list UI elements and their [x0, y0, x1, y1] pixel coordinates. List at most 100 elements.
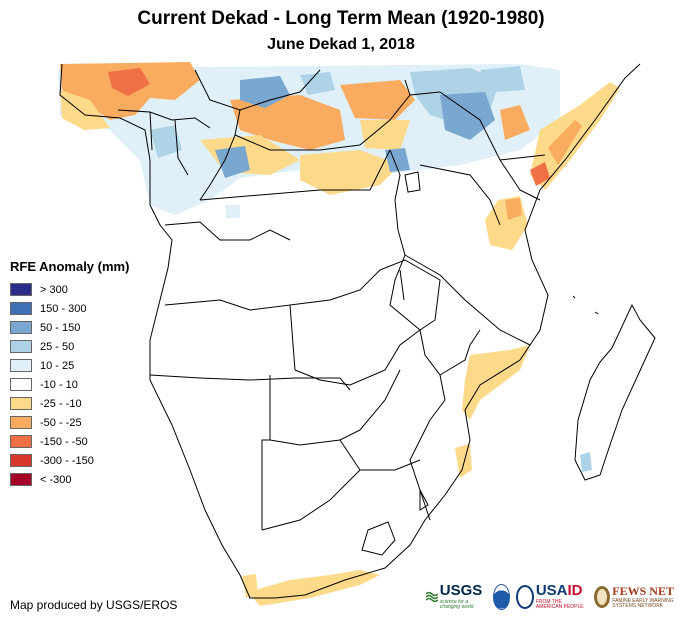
lake-victoria [404, 171, 421, 193]
country-borders [59, 63, 656, 599]
legend-swatch [10, 378, 32, 391]
fews-logo: FEWS NET FAMINE EARLY WARNING SYSTEMS NE… [594, 585, 682, 609]
fews-name: FEWS NET [612, 583, 674, 598]
anomaly-patch-yellow-west [60, 90, 110, 130]
border-angola-namibia [149, 374, 296, 381]
legend-label: 50 - 150 [40, 321, 81, 334]
anomaly-patch-blue-madagascar [580, 452, 592, 472]
anomaly-patch-yellow-mozambique [462, 345, 530, 420]
madagascar-outline [574, 303, 656, 481]
border-kenya [419, 164, 501, 226]
legend-swatch [10, 397, 32, 410]
usgs-wave-icon [426, 591, 438, 602]
usgs-name: USGS [439, 582, 483, 599]
legend-swatch [10, 321, 32, 334]
legend-item: 10 - 25 [10, 356, 129, 375]
anomaly-patch-yellow-mozambique-south [455, 444, 472, 478]
legend-swatch [10, 473, 32, 486]
border-west-1 [117, 109, 211, 129]
border-tanzania [404, 254, 531, 346]
border-drc-east [389, 199, 421, 331]
anomaly-patch-blue-6 [150, 125, 182, 158]
africa-coastline [59, 63, 641, 599]
border-malawi [419, 329, 446, 421]
legend-swatch [10, 340, 32, 353]
anomaly-patch-blue-4 [215, 146, 250, 178]
anomaly-patch-light-blue-south [225, 205, 240, 218]
legend-label: < -300 [40, 473, 72, 486]
fews-tagline: FAMINE EARLY WARNING SYSTEMS NETWORK [612, 597, 674, 609]
legend-item: 150 - 300 [10, 299, 129, 318]
legend-label: 150 - 300 [40, 302, 87, 315]
border-namibia-botswana [261, 375, 271, 530]
anomaly-patch-blue-7 [480, 66, 525, 92]
anomaly-patch-blue-1 [240, 76, 290, 108]
usgs-tagline: science for a changing world [439, 599, 474, 610]
logo-strip: USGS science for a changing world USAID … [426, 583, 682, 610]
border-congo [164, 221, 291, 241]
border-angola-drc [164, 299, 296, 371]
anomaly-patch-orange-ethiopia [500, 105, 530, 140]
map-title: Current Dekad - Long Term Mean (1920-198… [137, 8, 545, 29]
border-west-2 [149, 111, 153, 151]
border-uganda [389, 149, 401, 201]
border-zimbabwe [339, 439, 421, 471]
legend-title: RFE Anomaly (mm) [10, 259, 130, 274]
legend-item: -10 - 10 [10, 375, 129, 394]
legend-swatch [10, 435, 32, 448]
island-1 [572, 295, 576, 299]
legend-label: 25 - 50 [40, 340, 75, 353]
anomaly-patch-orange-somalia [548, 120, 582, 165]
border-botswana [269, 369, 401, 446]
anomaly-patches [58, 62, 620, 606]
legend-label: -10 - 10 [40, 378, 78, 391]
lake-tanganyika [399, 269, 405, 301]
legend-swatch [10, 302, 32, 315]
fews-globe-icon [594, 585, 611, 608]
legend-label: 10 - 25 [40, 359, 75, 372]
anomaly-patch-orange-kenya-coast [505, 198, 522, 220]
legend-swatch [10, 416, 32, 429]
usaid-logo: USAID FROM THE AMERICAN PEOPLE [515, 582, 589, 610]
legend-item: -300 - -150 [10, 451, 129, 470]
legend-label: > 300 [40, 283, 68, 296]
noaa-logo-icon [492, 583, 510, 610]
anomaly-patch-yellow-chad [300, 150, 400, 195]
legend-label: -300 - -150 [40, 454, 94, 467]
usaid-name-b: ID [567, 582, 583, 599]
anomaly-patch-blue-5 [300, 72, 335, 95]
anomaly-patch-yellow-cape-west [242, 574, 258, 598]
map-subtitle: June Dekad 1, 2018 [267, 36, 415, 53]
legend-swatch [10, 283, 32, 296]
legend-item: -25 - -10 [10, 394, 129, 413]
border-car [234, 134, 361, 151]
border-sudan-ethiopia [404, 79, 411, 96]
legend-item: > 300 [10, 280, 129, 299]
legend-label: -25 - -10 [40, 397, 82, 410]
border-west-3 [174, 119, 189, 176]
anomaly-patch-red-west [108, 68, 150, 96]
credit-text: Map produced by USGS/EROS [10, 598, 178, 612]
anomaly-patch-orange-sudan [340, 80, 415, 120]
legend-item: -150 - -50 [10, 432, 129, 451]
border-drc-north [199, 149, 391, 201]
legend-item: 50 - 150 [10, 318, 129, 337]
usgs-logo: USGS science for a changing world [426, 583, 487, 610]
legend-rows: > 300 150 - 300 50 - 150 25 - 50 10 - 25 -10 … [10, 280, 129, 489]
anomaly-patch-red-somalia [530, 162, 550, 186]
border-mozambique [409, 329, 481, 521]
border-south-sudan [359, 91, 441, 146]
border-south-africa [261, 469, 361, 531]
border-eswatini [419, 489, 429, 511]
border-ethiopia-somalia [499, 154, 546, 161]
usaid-tagline: FROM THE AMERICAN PEOPLE [535, 599, 584, 610]
border-chad-sudan [299, 69, 321, 93]
legend-swatch [10, 454, 32, 467]
border-caprivi [295, 377, 351, 391]
border-zambia [289, 259, 441, 386]
legend-item: 25 - 50 [10, 337, 129, 356]
usaid-name-a: USA [535, 582, 568, 599]
island-2 [594, 311, 599, 315]
legend-label: -50 - -25 [40, 416, 82, 429]
